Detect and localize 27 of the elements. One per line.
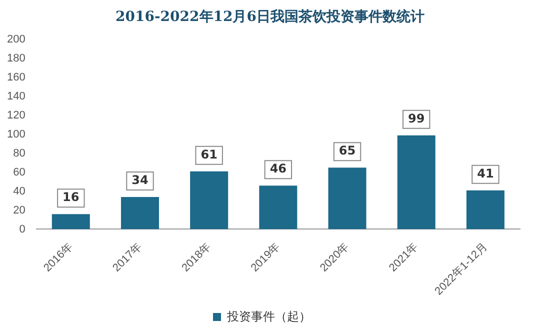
bar: [259, 186, 298, 230]
y-tick-label: 20: [13, 204, 26, 216]
bar: [328, 168, 366, 230]
data-label: 41: [477, 166, 494, 180]
y-tick-label: 140: [6, 90, 26, 103]
data-label: 65: [338, 144, 356, 158]
y-tick-label: 180: [6, 52, 26, 65]
y-tick-label: 80: [13, 147, 26, 160]
y-tick-label: 200: [6, 34, 26, 46]
chart-title: 2016-2022年12月6日我国茶饮投资事件数统计: [114, 8, 426, 27]
bar: [120, 197, 159, 230]
bar: [466, 190, 504, 230]
y-tick-label: 0: [19, 223, 26, 236]
data-label: 61: [200, 148, 218, 162]
data-label: 46: [270, 162, 287, 176]
data-label: 34: [132, 173, 148, 188]
data-label: 99: [408, 111, 425, 126]
y-tick-label: 120: [6, 109, 26, 122]
data-label: 16: [62, 190, 80, 204]
legend-label: 投资事件（起）: [226, 309, 311, 324]
bar: [397, 135, 436, 230]
bar: [52, 214, 90, 230]
y-tick-label: 40: [13, 185, 26, 198]
bar: [190, 171, 228, 230]
y-tick-label: 100: [6, 128, 26, 140]
y-tick-label: 160: [6, 72, 26, 84]
y-tick-label: 60: [13, 166, 26, 178]
